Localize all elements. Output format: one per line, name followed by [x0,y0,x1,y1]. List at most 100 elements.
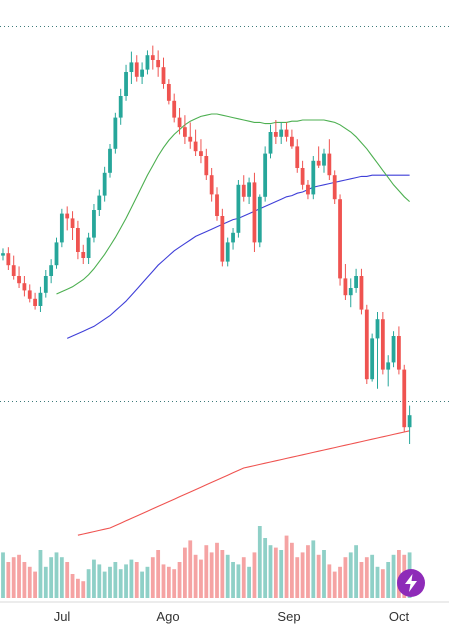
candlestick [322,148,326,173]
candle-body [252,182,257,243]
ma-short-line [56,113,410,295]
candlestick [391,331,396,368]
candle-body [183,127,187,137]
candle-body [156,60,161,68]
reference-lines [0,26,449,402]
candlestick [364,304,369,384]
candle-body [172,100,177,118]
candle-body [193,141,198,152]
volume-bar [332,571,337,598]
candlestick [76,220,80,260]
candlestick [81,244,86,264]
candlestick [306,180,310,200]
candle-body [33,298,37,306]
candle-body [241,184,246,197]
candle-body [140,69,144,77]
candle-body [27,290,32,299]
candle-body [386,362,391,370]
candlestick [279,122,284,144]
candle-body [338,199,342,279]
candlestick [199,139,203,164]
volume-bar [6,562,11,598]
candlesticks [1,45,412,444]
candle-body [257,196,262,243]
volume-bar [359,562,364,598]
candle-body [327,153,332,176]
candlestick [102,166,107,202]
candlestick [27,284,32,303]
candle-body [43,276,48,293]
volume-bar [145,566,150,598]
volume-bar [193,554,198,598]
volume-bar [220,550,225,598]
volume-bar [386,562,391,598]
candlestick [86,232,91,264]
candlestick [92,204,96,243]
candle-body [306,184,310,195]
candlestick [177,108,182,135]
candlestick [316,146,321,168]
candle-body [11,265,16,276]
candle-body [6,253,11,266]
candle-body [290,136,294,147]
candlestick [166,79,171,105]
candlestick [124,64,128,101]
volume-bar [231,562,235,598]
volume-bar [49,557,54,598]
candle-body [199,151,203,156]
volume-bar [33,571,37,598]
candle-body [70,218,75,228]
candlestick [268,124,273,159]
candlestick [231,228,235,250]
candlestick [65,206,70,231]
candle-body [188,136,193,142]
volume-bar [70,574,75,598]
volume-bar [102,571,107,598]
volume-bar [247,566,251,598]
candlestick [17,266,21,288]
candlestick [161,57,166,89]
volume-bar [177,562,182,598]
volume-bar [338,566,342,598]
candle-body [407,415,412,428]
candlestick [370,333,375,382]
volume-bar [43,566,48,598]
volume-bar [391,554,396,598]
candlestick [407,405,412,444]
candlestick [49,259,54,284]
candle-body [209,175,214,195]
candle-body [145,55,150,70]
candlestick [43,270,48,298]
candle-body [166,84,171,101]
volume-bar [17,554,21,598]
candlestick [54,237,59,269]
candlestick [172,93,177,123]
candle-body [263,153,268,197]
candle-body [76,228,80,252]
candle-body [1,253,5,256]
candle-body [204,156,209,176]
volume-bar [150,557,155,598]
candle-body [273,132,278,137]
moving-averages [56,113,410,536]
x-tick-label-sep: Sep [277,609,300,624]
quick-action-button[interactable] [397,569,425,597]
volume-bar [140,571,144,598]
candle-body [113,117,118,149]
candlestick [380,312,385,375]
candlestick [348,278,353,308]
volume-bar [65,562,70,598]
candlestick [129,51,134,84]
candle-body [81,252,86,258]
volume-bar [225,554,230,598]
candlestick [359,268,364,315]
volume-bar [273,547,278,598]
ma-long-line [77,430,410,536]
candle-body [215,194,219,216]
candle-body [17,276,21,284]
candlestick [295,139,300,173]
volume-bar [86,569,91,598]
candlestick [284,122,289,142]
volume-bar [236,564,241,598]
